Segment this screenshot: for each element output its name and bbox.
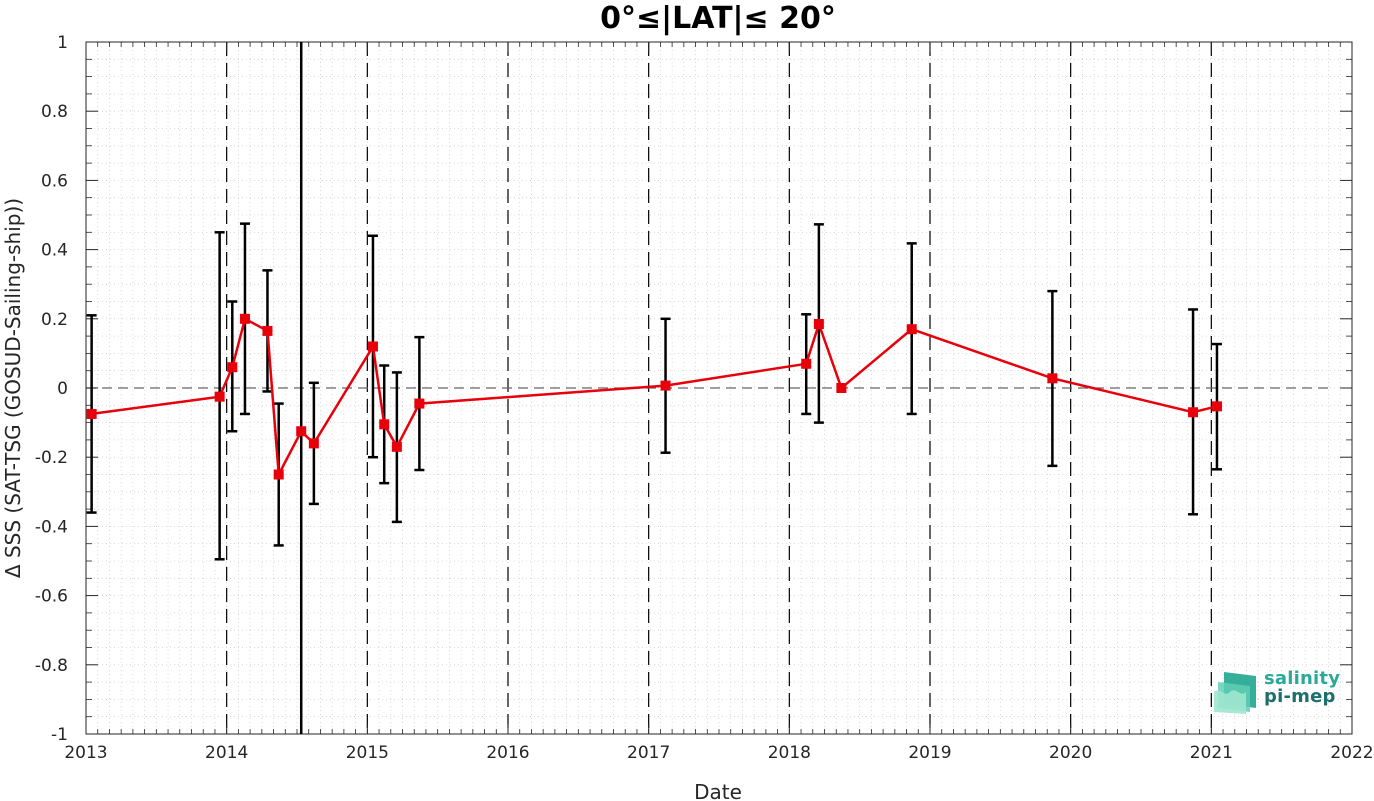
logo-text-pi-mep: pi-mep xyxy=(1264,686,1336,707)
data-point-marker xyxy=(296,426,307,437)
data-point-marker xyxy=(660,380,671,391)
x-tick-label: 2018 xyxy=(768,743,811,763)
salinity-pi-mep-logo: salinity pi-mep xyxy=(1212,668,1352,718)
y-tick-label: 1 xyxy=(57,33,68,53)
x-tick-label: 2015 xyxy=(346,743,389,763)
x-tick-label: 2020 xyxy=(1049,743,1092,763)
y-tick-label: -0.8 xyxy=(35,656,68,676)
data-point-marker xyxy=(262,325,273,336)
x-tick-label: 2016 xyxy=(486,743,529,763)
x-tick-label: 2021 xyxy=(1190,743,1233,763)
x-tick-label: 2014 xyxy=(205,743,248,763)
axis-ticks xyxy=(85,41,1353,735)
y-tick-label: 0.4 xyxy=(41,241,68,261)
data-point-marker xyxy=(86,408,97,419)
logo-waves-icon xyxy=(1214,672,1256,714)
x-tick-label: 2019 xyxy=(908,743,951,763)
y-axis-label: Δ SSS (SAT-TSG (GOSUD-Sailing-ship)) xyxy=(1,198,25,578)
x-tick-label: 2022 xyxy=(1330,743,1373,763)
series-line xyxy=(91,316,1218,479)
data-point-marker xyxy=(414,398,425,409)
series-markers xyxy=(86,313,1222,480)
data-point-marker xyxy=(813,318,824,329)
data-point-marker xyxy=(906,324,917,335)
grid xyxy=(85,41,1353,735)
y-tick-label: 0 xyxy=(57,379,68,399)
y-tick-label: -0.4 xyxy=(35,517,68,537)
x-axis-label: Date xyxy=(694,780,742,801)
data-point-marker xyxy=(801,358,812,369)
x-tick-labels: 2013 2014 2015 2016 2017 2018 2019 2020 2021 2022 xyxy=(64,743,1373,763)
data-point-marker xyxy=(214,391,225,402)
data-point-marker xyxy=(308,438,319,449)
x-tick-label: 2017 xyxy=(627,743,670,763)
data-point-marker xyxy=(1211,401,1222,412)
data-point-marker xyxy=(227,362,238,373)
chart-title: 0°≤|LAT|≤ 20° xyxy=(600,1,836,36)
y-tick-label: -0.2 xyxy=(35,448,68,468)
data-point-marker xyxy=(836,383,847,393)
data-point-marker xyxy=(391,441,402,452)
y-tick-label: -0.6 xyxy=(35,587,68,607)
data-point-marker xyxy=(239,313,250,324)
data-point-marker xyxy=(379,419,390,430)
y-tick-label: 0.8 xyxy=(41,102,68,122)
data-point-marker xyxy=(1188,407,1199,418)
data-point-marker xyxy=(1047,373,1058,384)
data-point-marker xyxy=(367,341,378,352)
data-point-marker xyxy=(273,469,284,480)
y-tick-labels: 1 0.8 0.6 0.4 0.2 0 -0.2 -0.4 -0.6 -0.8 -1 xyxy=(35,33,68,745)
logo-text-salinity: salinity xyxy=(1264,668,1341,689)
y-tick-label: 0.6 xyxy=(41,171,68,191)
x-tick-label: 2013 xyxy=(64,743,107,763)
y-tick-label: 0.2 xyxy=(41,310,68,330)
y-tick-label: -1 xyxy=(51,725,68,745)
